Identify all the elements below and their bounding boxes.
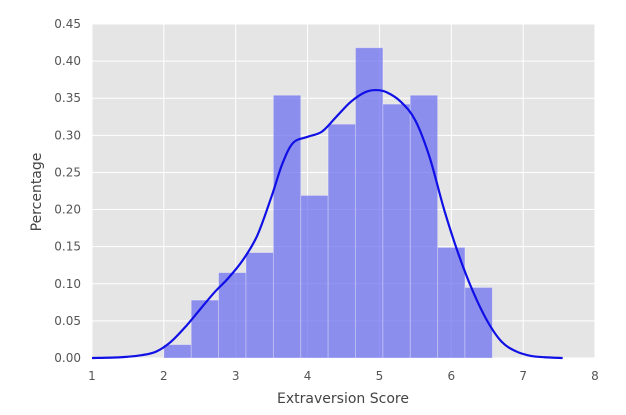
x-tick-label: 3 [232,369,240,383]
y-tick-label: 0.10 [54,277,81,291]
x-tick-label: 2 [160,369,168,383]
histogram-bar [272,94,302,359]
x-axis-ticks: 1 2 3 4 5 6 7 8 [88,369,599,383]
histogram-bar [163,344,192,359]
y-tick-label: 0.00 [54,351,81,365]
histogram-bar [437,247,466,359]
y-axis-label: Percentage [29,153,45,232]
histogram-bars [163,47,493,359]
kde-curve [91,88,563,360]
histogram-bar [245,252,274,359]
y-tick-label: 0.40 [54,54,81,68]
x-axis-label: Extraversion Score [277,391,409,407]
histogram-bar [327,123,356,359]
y-tick-label: 0.15 [54,240,81,254]
histogram-bar [218,272,247,359]
histogram-bar [355,47,384,359]
y-tick-label: 0.30 [54,128,81,142]
y-tick-label: 0.35 [54,91,81,105]
x-tick-label: 5 [376,369,384,383]
y-tick-label: 0.20 [54,203,81,217]
y-tick-label: 0.05 [54,314,81,328]
x-tick-label: 8 [591,369,599,383]
x-tick-label: 4 [304,369,312,383]
histogram-bar [382,103,411,359]
x-tick-label: 1 [88,369,96,383]
x-tick-label: 7 [519,369,527,383]
histogram-bar [300,195,329,359]
histogram-bar [190,299,220,359]
y-axis-ticks: 0.00 0.05 0.10 0.15 0.20 0.25 0.30 0.35 0.40 0.45 [54,17,81,365]
y-tick-label: 0.25 [54,165,81,179]
y-tick-label: 0.45 [54,17,81,31]
histogram-bar [409,94,439,359]
x-tick-label: 6 [447,369,455,383]
